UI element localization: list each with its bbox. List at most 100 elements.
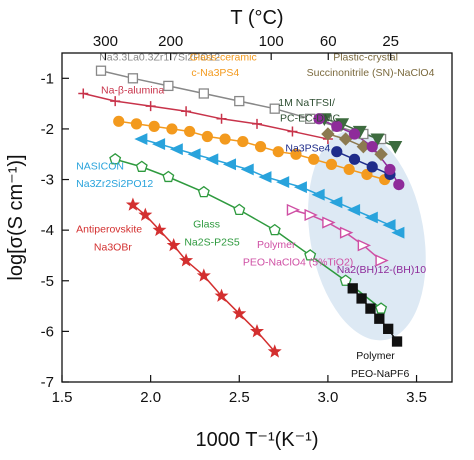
series-polymer-peo-napf6-point [374, 313, 385, 324]
series-na3-3la0-3zr1-7si2po12-line [100, 69, 382, 140]
series-na3-3la0-3zr1-7si2po12-point [269, 103, 280, 114]
series-glass-na2s-p2s5-point [197, 185, 210, 198]
series-na3-3la0-3zr1-7si2po12-point [127, 73, 139, 84]
series-nasicon-na3zr2si2po12-line [141, 138, 400, 234]
series-na-alumina-point [110, 96, 121, 107]
y-axis-label: log[σ(S cm⁻¹)] [5, 154, 27, 280]
series-na2-bh-12-bh-10-point [348, 128, 361, 140]
x-tick-label: 1.5 [52, 389, 73, 406]
top-tick-label: 300 [93, 33, 118, 50]
series-glass-na2s-p2s5-point [109, 152, 122, 165]
series-na2-bh-12-bh-10-point [393, 179, 405, 191]
top-tick-label: 60 [320, 33, 337, 50]
series-nasicon-na3zr2si2po12-point [329, 196, 343, 209]
series-na2-bh-12-bh-10-point [366, 141, 378, 153]
series-na2-bh-12-bh-10-point [331, 120, 343, 132]
series-nasicon-na3zr2si2po12-point [134, 133, 148, 145]
series-nasicon-na3zr2si2po12-point [258, 171, 272, 183]
series-polymer-peo-napf6-point [347, 283, 358, 294]
series-glass-ceramic-c-na3ps4-point [325, 158, 338, 170]
x-tick-label: 3.0 [317, 389, 338, 406]
series-glass-ceramic-c-na3ps4-point [254, 141, 267, 153]
series-plastic-crystal-succinonitrile-sn-naclo4-point [321, 127, 335, 141]
series-nasicon-na3zr2si2po12-point [187, 148, 201, 161]
series-nasicon-na3zr2si2po12-point [276, 176, 290, 189]
y-tick-label: -3 [41, 172, 54, 189]
annotation-label: PEO-NaPF6 [351, 368, 410, 380]
annotation-label: Na3Zr2Si2PO12 [76, 178, 153, 190]
series-antiperovskite-na3obr-point [152, 222, 167, 237]
annotation-label: Na-β-alumina [101, 84, 164, 96]
series-glass-ceramic-c-na3ps4-point [130, 118, 143, 130]
annotations: Na3.3La0.3Zr1.7Si2PO12 Na-β-alumina Glass-… [76, 52, 434, 380]
annotation-label: PC-EC-DMC [280, 112, 340, 124]
series-glass-ceramic-c-na3ps4-point [272, 146, 284, 158]
series-glass-ceramic-c-na3ps4-point [343, 163, 355, 176]
y-tick-label: -2 [41, 121, 54, 138]
series-glass-na2s-p2s5-point [339, 274, 352, 286]
x-tick-label: 2.5 [229, 389, 250, 406]
series-glass-ceramic-c-na3ps4-point [308, 153, 320, 165]
annotation-label: Na3.3La0.3Zr1.7Si2PO12 [99, 52, 220, 64]
series-na3pse4-point [331, 146, 343, 158]
y-tick-label: -6 [41, 323, 54, 340]
annotation-label: Antiperovskite [76, 224, 142, 236]
series-nasicon-na3zr2si2po12-point [311, 188, 325, 201]
series-glass-ceramic-c-na3ps4-point [290, 148, 302, 160]
series-polymer-peo-naclo4-5-tio2-point [304, 208, 318, 222]
series-glass-ceramic-c-na3ps4-point [166, 123, 178, 135]
series-plastic-crystal-succinonitrile-sn-naclo4-point [374, 147, 388, 161]
series-antiperovskite-na3obr-point [166, 237, 181, 252]
series-antiperovskite-na3obr-line [132, 204, 276, 353]
y-tick-label: -4 [41, 222, 54, 239]
series-nasicon-na3zr2si2po12-point [382, 219, 396, 232]
series-1m-natfsi-pc-ec-dmc-point [388, 141, 403, 154]
series-antiperovskite-na3obr-point [125, 197, 140, 211]
series-nasicon-na3zr2si2po12-point [293, 181, 307, 194]
top-axis-label: T (°C) [230, 7, 283, 29]
series-na3pse4-line [336, 151, 391, 176]
series-plastic-crystal-succinonitrile-sn-naclo4-point [338, 132, 353, 146]
series-na-alumina-point [181, 106, 192, 117]
series-glass-ceramic-c-na3ps4-point [201, 130, 213, 143]
series-markers [78, 65, 405, 358]
annotation-label: c-Na3PS4 [191, 67, 239, 79]
series-glass-ceramic-c-na3ps4-line [118, 120, 385, 181]
y-tick-label: -7 [41, 374, 54, 391]
series-na-alumina-point [287, 126, 298, 137]
series-nasicon-na3zr2si2po12-point [169, 143, 183, 156]
series-na3pse4-point [348, 153, 361, 165]
series-polymer-peo-naclo4-5-tio2-point [322, 216, 336, 229]
series-glass-ceramic-c-na3ps4-point [184, 125, 196, 138]
series-na-alumina-point [216, 113, 227, 124]
series-antiperovskite-na3obr-point [232, 306, 247, 320]
series-na-alumina-line [83, 92, 329, 140]
series-na3-3la0-3zr1-7si2po12-point [163, 80, 174, 92]
series-polymer-peo-napf6-point [365, 303, 376, 314]
series-antiperovskite-na3obr-point [214, 288, 229, 302]
series-antiperovskite-na3obr-point [196, 268, 211, 282]
x-tick-label: 2.0 [140, 389, 161, 406]
series-glass-ceramic-c-na3ps4-point [361, 168, 373, 181]
annotation-label: 1M NaTFSI/ [278, 97, 335, 109]
series-glass-na2s-p2s5-point [375, 302, 388, 314]
x-tick-label: 3.5 [406, 389, 427, 406]
series-polymer-peo-naclo4-5-tio2-point [375, 254, 389, 267]
series-nasicon-na3zr2si2po12-point [364, 211, 378, 224]
x-axis-ticks: 1.5 2.0 2.5 3.0 3.5 [52, 375, 427, 406]
plot-frame [61, 52, 453, 383]
annotation-label: Succinonitrile (SN)-NaClO4 [307, 67, 435, 79]
series-nasicon-na3zr2si2po12-point [222, 158, 237, 171]
top-axis-ticks: 300 200 100 60 25 [93, 33, 399, 60]
series-na-alumina-point [145, 101, 156, 112]
top-tick-label: 100 [259, 33, 284, 50]
series-glass-ceramic-c-na3ps4-point [148, 120, 160, 132]
y-tick-label: -5 [41, 273, 54, 290]
series-nasicon-na3zr2si2po12-point [347, 203, 361, 216]
y-tick-label: -1 [41, 70, 54, 87]
series-na3-3la0-3zr1-7si2po12-point [234, 95, 245, 107]
series-antiperovskite-na3obr-point [267, 344, 282, 358]
series-nasicon-na3zr2si2po12-point [205, 153, 219, 166]
x-axis-label: 1000 T⁻¹(K⁻¹) [196, 429, 319, 451]
